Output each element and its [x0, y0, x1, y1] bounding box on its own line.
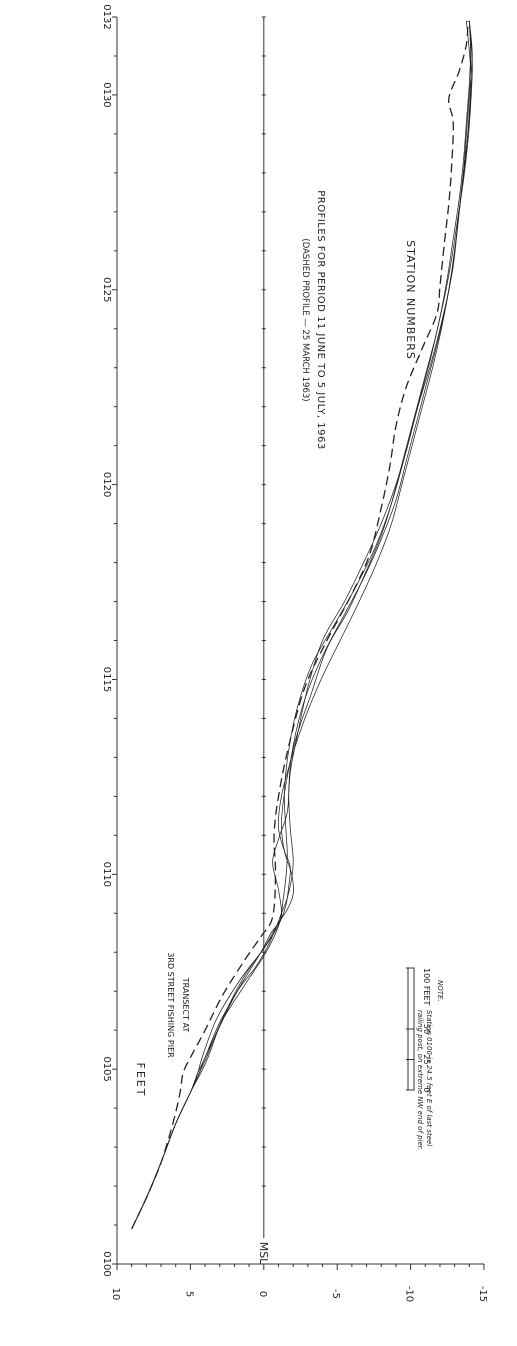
profile-line-dashed [131, 20, 469, 1230]
transect-line-1: TRANSECT AT [181, 977, 190, 1033]
elevation-tick-label: -15 [477, 1286, 488, 1302]
note-block: NOTE. Station 0100 is 24.5 feet E of las… [416, 980, 444, 1150]
x-axis-title: STATION NUMBERS [404, 240, 417, 360]
elevation-tick-label: 10 [110, 1288, 121, 1301]
station-tick-label: 0110 [101, 862, 112, 887]
y-axis-title: FEET [134, 1063, 147, 1098]
station-tick-label: 0125 [101, 277, 112, 302]
msl-label: MSL [257, 1242, 270, 1265]
note-heading: NOTE. [436, 980, 444, 1002]
elevation-tick-label: -5 [330, 1289, 341, 1299]
station-tick-label: 0130 [101, 82, 112, 107]
station-tick-label: 0132 [101, 4, 112, 29]
elevation-tick-label: -10 [404, 1286, 415, 1302]
note-line-2: railing post, on extreme NW end of pier. [416, 1010, 424, 1150]
scale-bar-label: 50 [422, 1024, 431, 1034]
station-tick-label: 0100 [101, 1251, 112, 1276]
scale-bar: 0 25 50 100 FEET [406, 967, 431, 1093]
transect-line-2: 3RD STREET FISHING PIER [166, 952, 175, 1058]
elevation-tick-label: 5 [183, 1291, 194, 1297]
chart-subtitle: (DASHED PROFILE — 25 MARCH 1963) [300, 238, 310, 401]
profile-line [131, 20, 473, 1230]
profile-line [131, 20, 472, 1230]
scale-bar-label: 100 FEET [422, 968, 431, 1006]
profiles-layer [131, 20, 473, 1230]
chart-title: PROFILES FOR PERIOD 11 JUNE TO 5 JULY, 1… [315, 190, 326, 450]
station-tick-label: 0105 [101, 1056, 112, 1081]
scale-bar-label: 0 [422, 1087, 431, 1092]
elevation-tick-label: 0 [257, 1291, 268, 1297]
scale-bar-label: 25 [422, 1054, 431, 1064]
station-tick-label: 0120 [101, 472, 112, 497]
profile-line [131, 20, 472, 1230]
station-tick-label: 0115 [101, 667, 112, 692]
profile-line [131, 20, 473, 1230]
note-line-1: Station 0100 is 24.5 feet E of last stee… [425, 1010, 433, 1146]
